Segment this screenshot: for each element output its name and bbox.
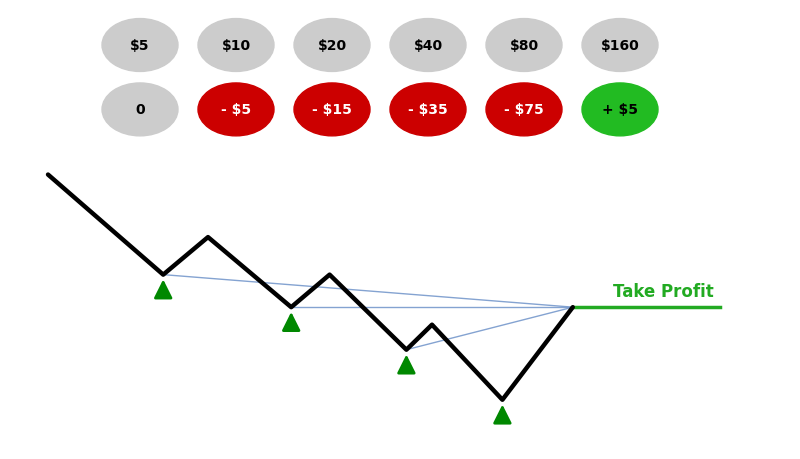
Text: $80: $80 bbox=[510, 39, 538, 53]
Text: - $5: - $5 bbox=[221, 103, 251, 117]
Text: $160: $160 bbox=[601, 39, 639, 53]
Text: - $75: - $75 bbox=[504, 103, 544, 117]
Text: $10: $10 bbox=[222, 39, 250, 53]
Text: - $35: - $35 bbox=[408, 103, 448, 117]
Text: $20: $20 bbox=[318, 39, 346, 53]
Text: $40: $40 bbox=[414, 39, 442, 53]
Text: $5: $5 bbox=[130, 39, 150, 53]
Text: 0: 0 bbox=[135, 103, 145, 117]
Text: + $5: + $5 bbox=[602, 103, 638, 117]
Text: - $15: - $15 bbox=[312, 103, 352, 117]
Text: Take Profit: Take Profit bbox=[613, 282, 714, 300]
